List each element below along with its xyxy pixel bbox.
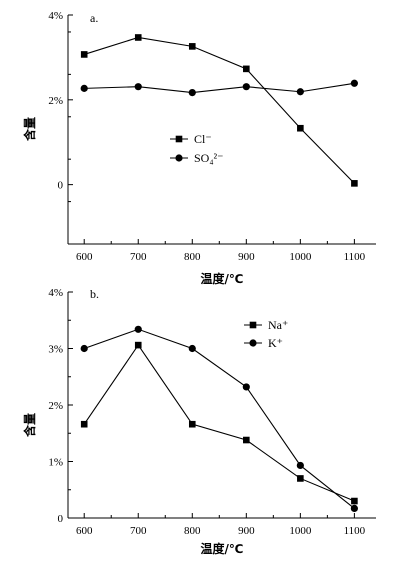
legend-label: K⁺ [268,336,283,350]
data-point [243,436,250,444]
data-point [297,475,304,482]
y-axis-title: 含量 [22,413,37,437]
data-point [242,83,250,91]
series-line [83,344,355,502]
data-point [80,420,88,428]
x-tick-label: 1100 [344,525,366,537]
y-tick-label: 3% [48,344,63,356]
data-point [296,461,304,470]
series-0 [80,341,358,505]
y-tick-label: 2% [48,400,63,412]
legend-marker [249,339,257,347]
data-point [134,34,142,41]
chart-panel-b: 600 700 800 900 1000 1100 0 1% 2% 3% 4% b. 温度/℃ 含量 Na⁺… [22,287,376,556]
legend-entry: SO₄²⁻ [170,151,223,165]
series-line [84,82,355,94]
axes [67,291,376,519]
legend-marker [175,154,183,162]
data-point [351,180,358,187]
y-tick-label: 4% [48,287,63,299]
chart-panel-a: 600 700 800 900 1000 1100 0 2% 4% a. 温度/℃ 含量 Cl⁻ SO₄²… [22,10,376,286]
series-line [84,328,355,509]
legend-entry: Cl⁻ [170,132,212,146]
legend-label: Cl⁻ [194,132,212,146]
x-tick-label: 600 [76,251,93,263]
x-tick-label: 1100 [344,251,366,263]
x-axis-title: 温度/℃ [201,271,244,286]
y-tick-label: 0 [58,180,64,192]
y-tick-label: 1% [48,457,63,469]
y-tick-label: 2% [48,95,63,107]
series-1 [80,79,358,97]
x-tick-label: 700 [130,251,147,263]
data-point [297,124,304,132]
y-tick-label: 0 [58,513,64,525]
legend-marker [249,321,257,329]
x-tick-label: 600 [76,525,93,537]
x-tick-label: 900 [238,525,255,537]
series-0 [80,34,358,187]
data-point [188,89,196,97]
legend-label: Na⁺ [268,318,288,332]
data-point [134,325,142,333]
legend-label: SO₄²⁻ [194,151,223,165]
x-axis-title: 温度/℃ [201,541,244,556]
legend-entry: Na⁺ [244,318,288,332]
data-point [188,344,196,353]
series-1 [80,325,358,512]
x-tick-label: 1000 [289,525,312,537]
legend-marker [175,135,183,143]
data-point [350,504,358,512]
axes [67,14,376,245]
data-point [243,65,250,73]
x-tick-label: 800 [184,251,201,263]
x-tick-label: 1000 [289,251,312,263]
data-point [80,51,88,58]
legend-entry: K⁺ [244,336,283,350]
x-tick-label: 900 [238,251,255,263]
data-point [242,383,250,391]
data-point [188,420,196,428]
data-point [134,83,142,91]
data-point [188,43,196,50]
y-axis-title: 含量 [22,117,37,141]
x-tick-label: 800 [184,525,201,537]
data-point [351,497,358,505]
panel-label: b. [90,287,99,301]
data-point [296,88,304,96]
panel-label: a. [90,11,98,25]
data-point [134,341,142,349]
x-tick-label: 700 [130,525,147,537]
data-point [350,79,358,87]
y-tick-label: 4% [48,10,63,22]
data-point [80,344,88,353]
series-line [84,36,355,184]
data-point [80,84,88,92]
